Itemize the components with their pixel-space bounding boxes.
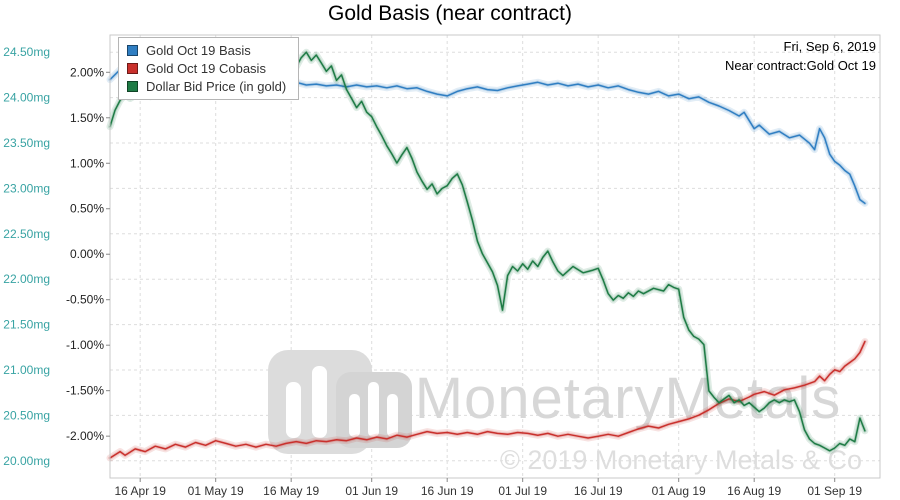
svg-text:0.00%: 0.00% [70,247,104,261]
mg-axis-labels: 24.50mg 24.00mg 23.50mg 23.00mg 22.50mg 22.00… [3,45,50,468]
svg-text:2.00%: 2.00% [70,65,104,79]
pct-axis-labels: 2.00% 1.50% 1.00% 0.50% 0.00% -0.50% -1.00% -1.… [66,65,110,443]
svg-text:16 Jun 19: 16 Jun 19 [421,484,474,498]
chart-title: Gold Basis (near contract) [328,2,572,25]
svg-text:-2.00%: -2.00% [66,429,104,443]
cobasis-swatch-icon [127,63,138,74]
legend-box: Gold Oct 19 Basis Gold Oct 19 Cobasis Do… [118,37,300,100]
legend-label-cobasis: Gold Oct 19 Cobasis [146,61,266,76]
svg-text:01 Jul 19: 01 Jul 19 [498,484,547,498]
monetary-metals-logo-icon [268,350,412,454]
svg-text:23.00mg: 23.00mg [3,181,50,195]
svg-text:-1.50%: -1.50% [66,384,104,398]
x-axis-labels: 16 Apr 19 01 May 19 16 May 19 01 Jun 19 16 J… [115,478,862,498]
basis-swatch-icon [127,45,138,56]
series-gold-oct-19-cobasis [106,338,869,462]
svg-text:-0.50%: -0.50% [66,293,104,307]
svg-text:16 Jul 19: 16 Jul 19 [574,484,623,498]
svg-text:01 Aug 19: 01 Aug 19 [652,484,706,498]
svg-text:01 Jun 19: 01 Jun 19 [345,484,398,498]
plot-border [109,34,881,479]
annotation-contract: Near contract:Gold Oct 19 [724,57,876,73]
legend-label-basis: Gold Oct 19 Basis [146,43,251,58]
svg-text:21.50mg: 21.50mg [3,318,50,332]
chart-annotation: Fri, Sep 6, 2019 Near contract:Gold Oct … [725,38,876,76]
svg-text:16 May 19: 16 May 19 [263,484,319,498]
svg-text:0.50%: 0.50% [70,202,104,216]
svg-text:16 Aug 19: 16 Aug 19 [727,484,781,498]
watermark-brand: MonetaryMetals [415,366,842,431]
legend-label-price: Dollar Bid Price (in gold) [146,79,287,94]
svg-text:01 May 19: 01 May 19 [188,484,244,498]
legend-item-cobasis: Gold Oct 19 Cobasis [127,60,286,77]
price-swatch-icon [127,81,138,92]
annotation-date: Fri, Sep 6, 2019 [783,39,877,54]
svg-text:24.00mg: 24.00mg [3,91,50,105]
svg-text:22.50mg: 22.50mg [3,227,50,241]
legend-item-price: Dollar Bid Price (in gold) [127,78,286,95]
svg-text:23.50mg: 23.50mg [3,136,50,150]
legend-item-basis: Gold Oct 19 Basis [127,42,286,59]
svg-text:24.50mg: 24.50mg [3,45,50,59]
svg-text:16 Apr 19: 16 Apr 19 [115,484,167,498]
svg-text:01 Sep 19: 01 Sep 19 [807,484,862,498]
watermark-copyright: © 2019 Monetary Metals & Co [500,445,862,475]
watermark: MonetaryMetals © 2019 Monetary Metals & C… [268,350,862,475]
svg-text:1.50%: 1.50% [70,111,104,125]
svg-text:1.00%: 1.00% [70,156,104,170]
svg-text:21.00mg: 21.00mg [3,363,50,377]
svg-text:20.00mg: 20.00mg [3,454,50,468]
svg-text:-1.00%: -1.00% [66,338,104,352]
svg-text:22.00mg: 22.00mg [3,272,50,286]
svg-text:20.50mg: 20.50mg [3,408,50,422]
